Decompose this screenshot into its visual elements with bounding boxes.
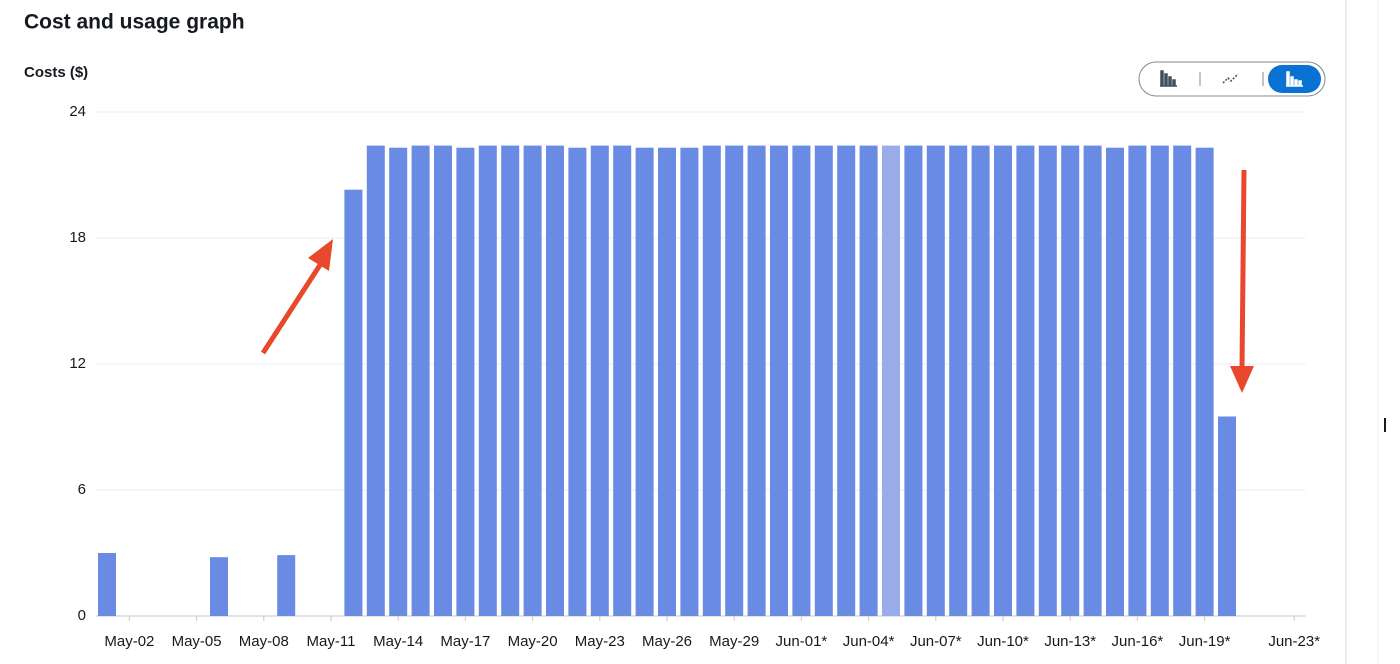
bar — [770, 145, 788, 616]
bar — [98, 553, 116, 616]
x-tick-label: Jun-23* — [1268, 633, 1320, 650]
y-tick-label: 24 — [69, 103, 86, 120]
bar — [613, 145, 632, 616]
x-tick-label: May-11 — [307, 633, 356, 650]
bar — [747, 145, 766, 616]
bar — [1218, 416, 1236, 616]
bar — [1195, 147, 1214, 616]
bar — [411, 145, 430, 616]
bar — [1016, 145, 1035, 616]
icon — [1160, 70, 1177, 87]
bar — [590, 145, 609, 616]
bar — [434, 145, 452, 616]
x-tick-label: May-14 — [373, 633, 423, 650]
bar — [523, 145, 542, 616]
bar — [1083, 145, 1102, 616]
bar — [1061, 145, 1080, 616]
bar — [635, 147, 654, 616]
y-tick-label: 0 — [78, 607, 86, 624]
annotations — [260, 169, 1254, 393]
x-tick-label: Jun-10* — [977, 633, 1029, 650]
x-tick-label: Jun-16* — [1112, 633, 1164, 650]
bar — [210, 557, 228, 616]
bar — [568, 147, 587, 616]
icon — [1286, 71, 1303, 87]
stacked-chart-button[interactable] — [1268, 65, 1321, 93]
x-tick-label: May-20 — [508, 633, 558, 650]
arrow-shaft — [260, 263, 323, 355]
bar — [814, 145, 833, 616]
bar — [456, 147, 475, 616]
bar — [1173, 145, 1192, 616]
bar — [478, 145, 497, 616]
bar — [501, 145, 520, 616]
bar — [882, 145, 900, 616]
bar — [837, 145, 856, 616]
x-tick-label: May-05 — [172, 633, 222, 650]
bar — [344, 189, 363, 616]
x-tick-label: May-29 — [709, 633, 759, 650]
bar-chart-button[interactable] — [1150, 66, 1186, 92]
button-area[interactable] — [1214, 66, 1250, 92]
y-tick-label: 12 — [69, 355, 86, 372]
arrow-shaft — [1239, 169, 1247, 371]
bar — [1150, 145, 1169, 616]
plot: 0 6 12 18 24 May-02 May-05 May-08 May-11 May-14 Ma… — [69, 103, 1320, 650]
bar — [792, 145, 811, 616]
bar — [277, 555, 296, 616]
chart-type-toggle — [1138, 61, 1326, 97]
bar — [658, 147, 676, 616]
y-tick-label: 6 — [78, 481, 86, 498]
bar — [702, 145, 721, 616]
button-selected[interactable] — [1268, 65, 1321, 93]
bar — [1128, 145, 1147, 616]
bar — [949, 145, 968, 616]
bar — [680, 147, 699, 616]
x-tick-label: Jun-01* — [776, 633, 828, 650]
bar — [1106, 147, 1124, 616]
bar — [725, 145, 744, 616]
x-tick-label: Jun-13* — [1044, 633, 1096, 650]
x-tick-label: Jun-19* — [1179, 633, 1231, 650]
line-chart-button[interactable] — [1214, 66, 1250, 92]
x-tick-label: May-17 — [440, 633, 490, 650]
arrow-head — [1230, 366, 1254, 393]
panel-title: Cost and usage graph — [24, 11, 245, 34]
x-tick-label: Jun-07* — [910, 633, 962, 650]
bar — [926, 145, 945, 616]
bar — [904, 145, 923, 616]
bar — [366, 145, 385, 616]
x-tick-label: May-08 — [239, 633, 289, 650]
x-tick-label: May-23 — [575, 633, 625, 650]
bar — [859, 145, 878, 616]
icon — [1222, 73, 1239, 84]
bar — [1038, 145, 1057, 616]
bar — [971, 145, 990, 616]
button-area[interactable] — [1150, 66, 1186, 92]
bar — [389, 147, 408, 616]
bar — [994, 145, 1012, 616]
y-tick-label: 18 — [69, 229, 86, 246]
x-tick-label: May-02 — [104, 633, 154, 650]
x-tick-label: May-26 — [642, 633, 692, 650]
y-axis-label: Costs ($) — [24, 64, 88, 81]
x-tick-label: Jun-04* — [843, 633, 895, 650]
arrow-head — [308, 239, 333, 271]
bar — [546, 145, 564, 616]
